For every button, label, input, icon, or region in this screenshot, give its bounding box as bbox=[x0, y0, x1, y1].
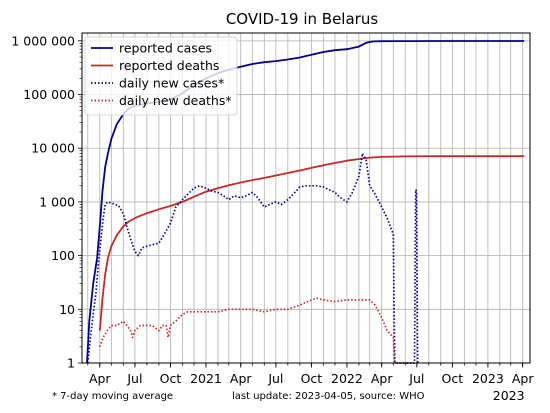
x-year-label: 2023 bbox=[493, 388, 525, 403]
x-tick-label: Oct bbox=[160, 371, 182, 386]
plot-frame bbox=[81, 32, 531, 364]
chart-title: COVID-19 in Belarus bbox=[226, 10, 379, 28]
footnote-source: last update: 2023-04-05, source: WHO bbox=[232, 391, 425, 402]
legend-label: reported cases bbox=[119, 41, 212, 56]
y-tick-label: 100 bbox=[51, 248, 75, 263]
legend-box bbox=[84, 36, 238, 116]
x-tick-label: 2022 bbox=[331, 371, 363, 386]
x-tick-label: Apr bbox=[371, 371, 393, 386]
x-tick-label: Apr bbox=[230, 371, 252, 386]
axis-ticks: 1 10 100 1 000 10 000 100 000 1 000 000 Apr Jul O… bbox=[11, 33, 534, 403]
x-tick-label: Jul bbox=[408, 371, 424, 386]
x-tick-label: Jul bbox=[267, 371, 283, 386]
legend-label: daily new deaths* bbox=[119, 93, 232, 108]
y-tick-label: 10 000 bbox=[31, 141, 75, 156]
y-tick-label: 1 bbox=[67, 356, 75, 371]
x-tick-label: Oct bbox=[442, 371, 464, 386]
x-tick-label: Jul bbox=[126, 371, 142, 386]
y-tick-label: 100 000 bbox=[23, 87, 75, 102]
y-tick-label: 10 bbox=[59, 302, 75, 317]
legend-label: daily new cases* bbox=[119, 76, 224, 91]
y-tick-label: 1 000 000 bbox=[11, 33, 75, 48]
footnote-moving-average: * 7-day moving average bbox=[52, 391, 173, 402]
y-tick-label: 1 000 bbox=[39, 194, 75, 209]
x-tick-label: 2021 bbox=[190, 371, 222, 386]
x-tick-label: 2023 bbox=[472, 371, 504, 386]
x-tick-label: Apr bbox=[89, 371, 111, 386]
legend: reported cases reported deaths daily new c… bbox=[84, 36, 238, 116]
x-tick-label: Oct bbox=[301, 371, 323, 386]
legend-label: reported deaths bbox=[119, 58, 219, 73]
x-tick-label: Apr bbox=[512, 371, 534, 386]
